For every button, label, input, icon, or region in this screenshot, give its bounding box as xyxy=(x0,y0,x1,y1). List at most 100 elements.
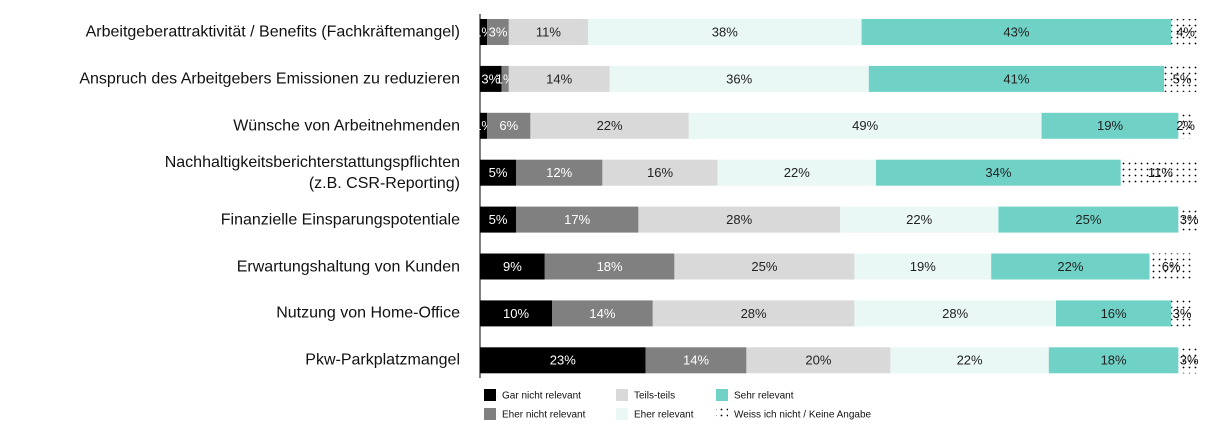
bar-segment xyxy=(1171,19,1200,45)
bar-segment xyxy=(746,347,891,374)
bar-segment xyxy=(890,347,1049,374)
bar-segment xyxy=(991,253,1150,280)
value-label: 3% xyxy=(481,71,500,86)
legend-label: Eher nicht relevant xyxy=(502,410,586,421)
category-label: Nachhaltigkeitsberichterstattungspflicht… xyxy=(164,153,460,192)
bar-segment xyxy=(480,300,552,327)
legend-swatch xyxy=(716,389,728,401)
bar-segment xyxy=(602,159,718,186)
bar-segment xyxy=(645,347,747,374)
value-label: 18% xyxy=(1101,353,1127,368)
bar-segment xyxy=(501,65,509,92)
legend-swatch xyxy=(484,389,496,401)
bar-segment xyxy=(508,19,588,45)
value-label: 6% xyxy=(1162,259,1181,274)
bar-segment xyxy=(544,253,675,280)
value-label: 5% xyxy=(489,212,508,227)
category-label: Finanzielle Einsparungspotentiale xyxy=(220,211,460,229)
value-label: 43% xyxy=(1003,24,1029,39)
value-label: 49% xyxy=(852,118,878,133)
bar-segment xyxy=(868,65,1164,92)
bar-segment xyxy=(854,300,1056,327)
legend-swatch xyxy=(484,408,496,420)
value-label: 23% xyxy=(550,353,576,368)
value-label: 28% xyxy=(942,306,968,321)
bar-segment xyxy=(552,300,653,327)
bar-segment xyxy=(674,253,855,280)
bar-segment xyxy=(998,206,1179,233)
value-label: 3% xyxy=(1180,212,1199,227)
value-label: 16% xyxy=(1101,306,1127,321)
bar-segment xyxy=(1048,347,1179,374)
bar-segment xyxy=(688,112,1042,139)
bar-segment xyxy=(480,112,488,139)
value-label: 22% xyxy=(906,212,932,227)
value-label: 3% xyxy=(489,24,508,39)
category-label: Wünsche von Arbeitnehmenden xyxy=(233,117,460,135)
value-label: 22% xyxy=(957,353,983,368)
bar-segment xyxy=(1041,112,1179,139)
bar-segment xyxy=(480,253,545,280)
value-label: 19% xyxy=(1097,118,1123,133)
category-label: Anspruch des Arbeitgebers Emissionen zu … xyxy=(79,70,460,88)
bar-segment xyxy=(480,159,516,186)
bar-segment xyxy=(1120,159,1200,186)
value-label: 19% xyxy=(910,259,936,274)
bar-segment xyxy=(487,19,509,45)
value-label: 6% xyxy=(499,118,518,133)
bar-segment xyxy=(1178,206,1200,233)
value-label: 17% xyxy=(564,212,590,227)
bar-segment xyxy=(609,65,869,92)
category-label: Arbeitgeberattraktivität / Benefits (Fac… xyxy=(85,23,460,41)
value-label: 9% xyxy=(503,259,522,274)
value-label: 28% xyxy=(726,212,752,227)
bar-segment xyxy=(854,253,992,280)
value-label: 11% xyxy=(536,24,561,39)
bar-segment xyxy=(840,206,999,233)
bar-segment xyxy=(861,19,1172,45)
bar-segment xyxy=(480,19,488,45)
bar-segment xyxy=(652,300,855,327)
bar-segment xyxy=(1149,253,1193,280)
value-label: 34% xyxy=(985,165,1011,180)
legend-label: Eher relevant xyxy=(634,410,694,421)
bar-segment xyxy=(876,159,1121,186)
category-label: Erwartungshaltung von Kunden xyxy=(236,258,460,275)
bar-segment xyxy=(480,65,502,92)
value-label: 12% xyxy=(546,165,572,180)
bar-segment xyxy=(588,19,862,45)
bar-segment xyxy=(516,206,639,233)
category-label: Nutzung von Home-Office xyxy=(276,304,460,322)
bar-segment xyxy=(717,159,876,186)
value-label: 20% xyxy=(805,353,831,368)
value-label: 36% xyxy=(726,71,752,86)
legend-label: Gar nicht relevant xyxy=(502,391,581,402)
bar-segment xyxy=(508,65,610,92)
legend-label: Sehr relevant xyxy=(734,391,794,402)
value-label: 4% xyxy=(1176,24,1195,39)
value-label: 14% xyxy=(683,353,709,368)
value-label: 16% xyxy=(647,165,673,180)
value-label: 38% xyxy=(712,24,738,39)
value-label: 14% xyxy=(546,71,572,86)
legend-swatch xyxy=(616,408,628,420)
bar-segment xyxy=(1178,112,1193,139)
bar-segment xyxy=(638,206,840,233)
value-label: 5% xyxy=(1173,71,1192,86)
bar-segment xyxy=(480,347,646,374)
value-label: 2% xyxy=(1176,118,1195,133)
value-label: 41% xyxy=(1003,71,1029,86)
bar-segment xyxy=(480,206,516,233)
value-label: 28% xyxy=(741,306,767,321)
value-label: 22% xyxy=(784,165,810,180)
value-label: 3% xyxy=(1180,353,1199,368)
value-label: 5% xyxy=(489,165,508,180)
legend-swatch xyxy=(716,408,728,420)
value-label: 11% xyxy=(1148,165,1173,180)
legend-swatch xyxy=(616,389,628,401)
value-label: 14% xyxy=(589,306,615,321)
legend-label: Weiss ich nicht / Keine Angabe xyxy=(734,410,872,421)
legend-label: Teils-teils xyxy=(634,391,675,402)
